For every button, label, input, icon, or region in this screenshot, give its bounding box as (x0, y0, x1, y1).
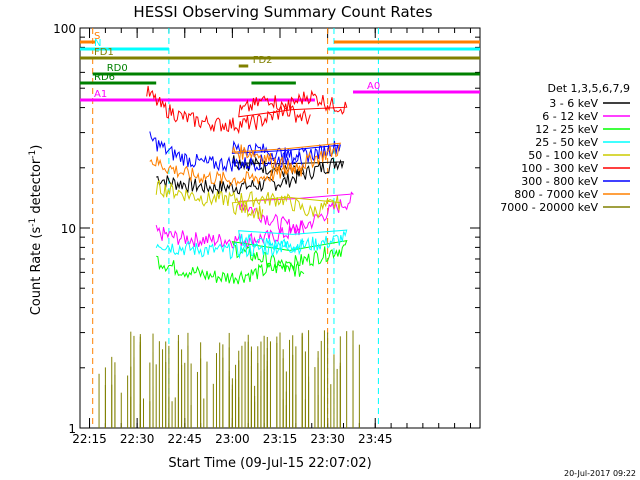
series-line-3 (155, 229, 348, 260)
state-label-s: S (94, 31, 100, 42)
series-line-4 (155, 179, 341, 220)
legend-title: Det 1,3,5,6,7,9 (547, 82, 630, 95)
legend-label: 6 - 12 keV (542, 110, 598, 123)
series-line-7 (149, 142, 342, 188)
x-tick-label: 22:30 (120, 432, 155, 446)
state-label-fd1: FD1 (94, 47, 114, 58)
legend-label: 800 - 7000 keV (514, 188, 598, 201)
state-label-n: N (94, 38, 101, 49)
series-line-1 (155, 191, 355, 249)
legend-label: 25 - 50 keV (535, 136, 598, 149)
x-tick-label: 22:45 (167, 432, 202, 446)
state-label-a0: A0 (367, 81, 380, 92)
legend-label: 3 - 6 keV (549, 97, 598, 110)
x-tick-label: 22:15 (72, 432, 107, 446)
x-tick-label: 23:15 (263, 432, 298, 446)
state-label-fd2: FD2 (253, 55, 273, 66)
legend-label: 50 - 100 keV (528, 149, 598, 162)
series-line-0 (156, 155, 345, 195)
x-tick-label: 23:30 (310, 432, 345, 446)
state-label-rd0: RD0 (107, 63, 128, 74)
y-tick-label: 100 (53, 22, 76, 36)
legend-label: 300 - 800 keV (521, 175, 598, 188)
chart-title: HESSI Observing Summary Count Rates (133, 3, 432, 21)
legend-label: 7000 - 20000 keV (500, 201, 598, 214)
x-tick-label: 23:45 (358, 432, 393, 446)
plot-area: 1 10 100 22:15 22:30 22:45 23:00 23:15 23:30 23:4… (53, 22, 481, 446)
state-label-rd6: RD6 (94, 72, 115, 83)
legend-label: 12 - 25 keV (535, 123, 598, 136)
series-line-5 (146, 85, 348, 135)
legend-label: 100 - 300 keV (521, 162, 598, 175)
generation-timestamp: 20-Jul-2017 09:22 (564, 469, 636, 478)
state-label-a1: A1 (94, 89, 107, 100)
y-axis-label: Count Rate (s-1 detector-1) (28, 145, 44, 316)
series-line-2 (156, 239, 348, 285)
x-axis-label: Start Time (09-Jul-15 22:07:02) (168, 456, 371, 471)
y-tick-label: 10 (61, 222, 76, 236)
x-tick-label: 23:00 (215, 432, 250, 446)
y-tick-label: 1 (68, 422, 76, 436)
